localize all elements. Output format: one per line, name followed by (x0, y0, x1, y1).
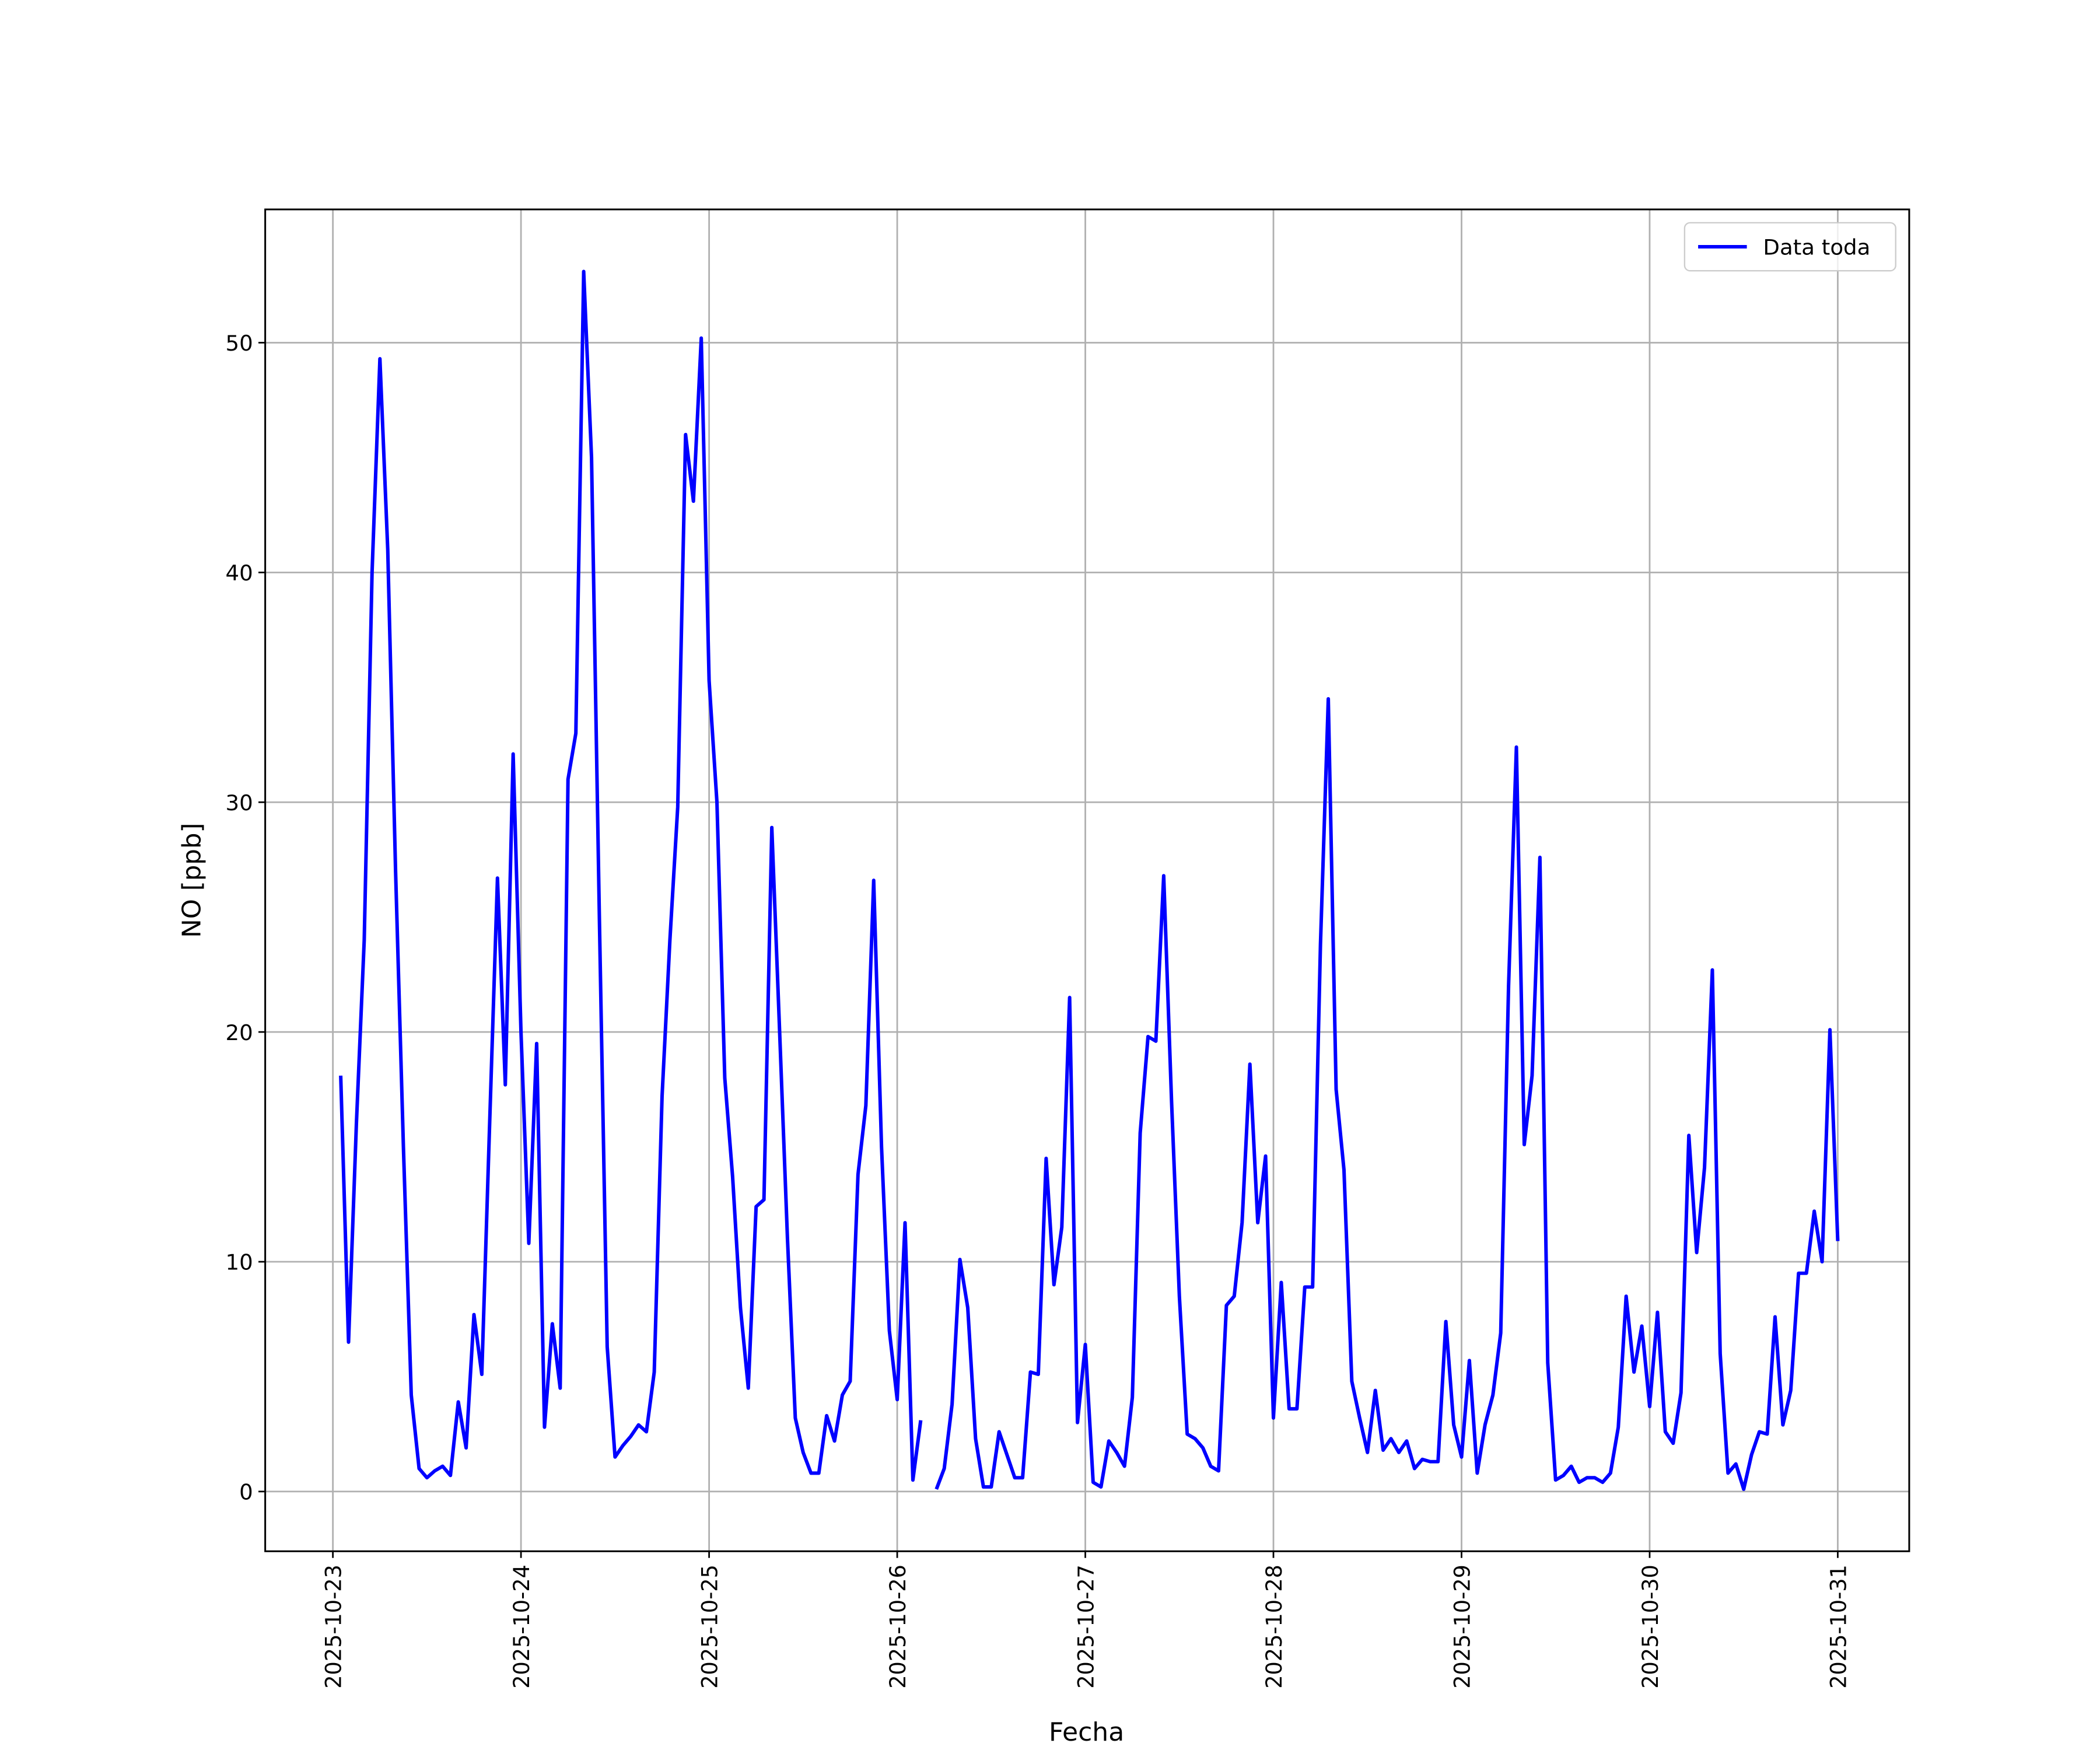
x-tick-label: 2025-10-25 (697, 1564, 722, 1689)
y-tick-label: 40 (226, 561, 253, 586)
y-tick-label: 0 (239, 1480, 253, 1505)
legend-label: Data toda (1763, 235, 1870, 260)
x-tick-label: 2025-10-23 (321, 1564, 346, 1689)
y-tick-label: 30 (226, 790, 253, 816)
plot-frame (264, 208, 1910, 1552)
x-tick-label: 2025-10-31 (1826, 1564, 1851, 1689)
y-tick-label: 20 (226, 1020, 253, 1045)
y-tick-label: 50 (226, 331, 253, 356)
x-tick-label: 2025-10-26 (886, 1564, 911, 1689)
x-tick-label: 2025-10-27 (1073, 1564, 1098, 1689)
x-tick-label: 2025-10-30 (1638, 1564, 1663, 1689)
legend-box (1684, 222, 1896, 272)
x-tick-label: 2025-10-28 (1262, 1564, 1287, 1689)
data-line (339, 270, 1840, 1491)
x-tick-label: 2025-10-24 (509, 1564, 534, 1689)
y-tick-label: 10 (226, 1250, 253, 1275)
x-axis-label: Fecha (1049, 1717, 1124, 1747)
y-axis-label: NO [ppb] (177, 823, 206, 938)
x-tick-label: 2025-10-29 (1450, 1564, 1475, 1689)
